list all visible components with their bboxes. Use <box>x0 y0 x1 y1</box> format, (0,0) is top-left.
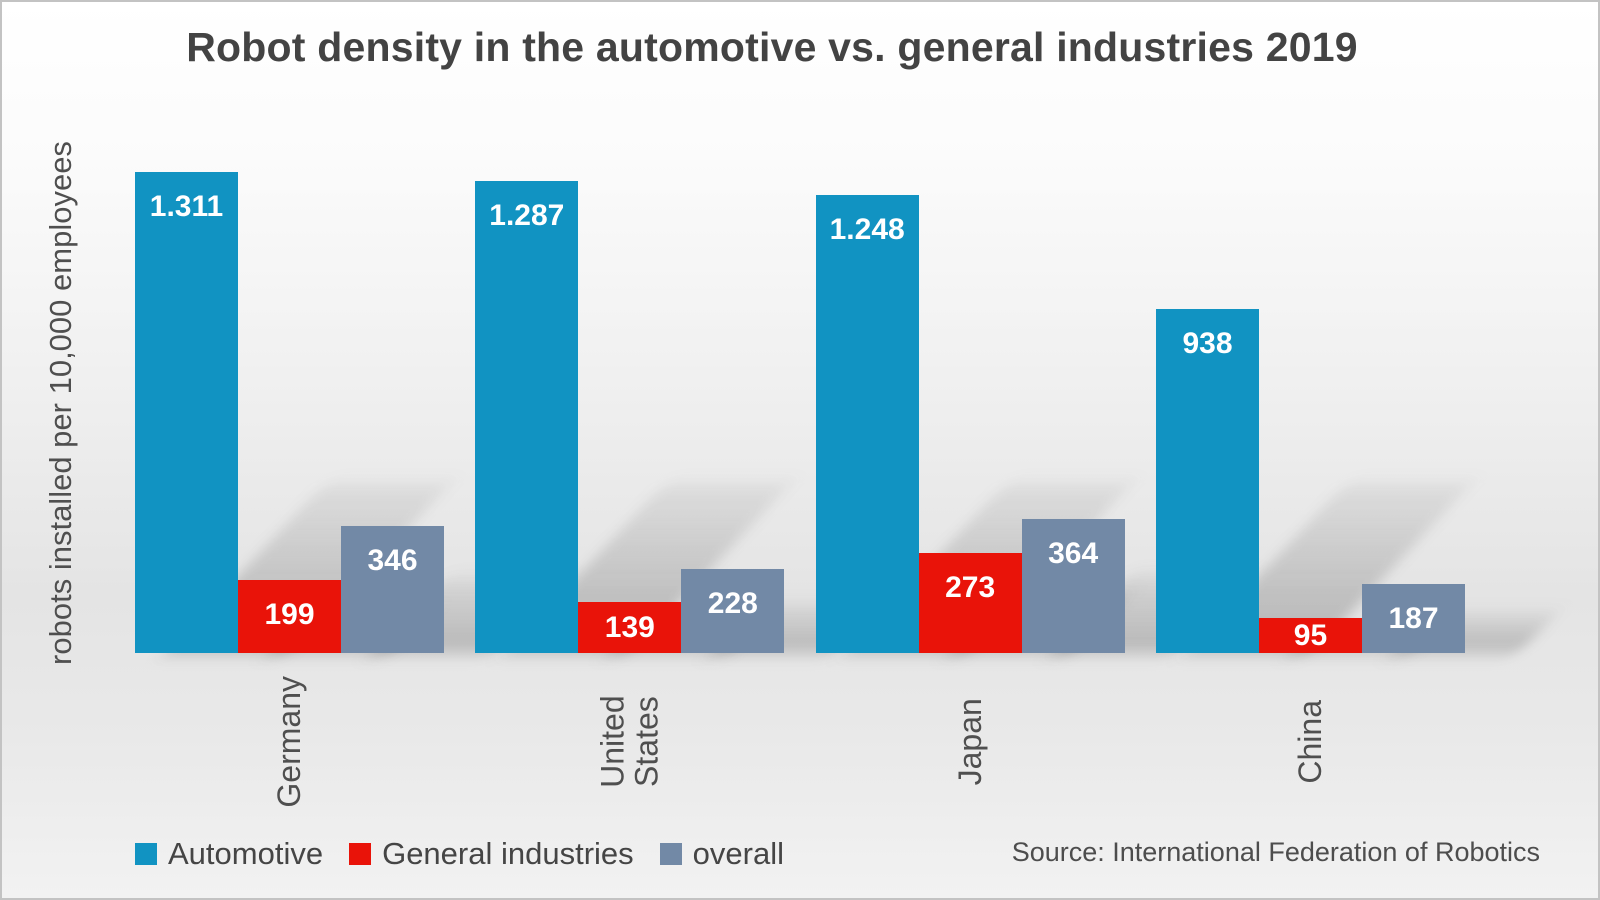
bar-overall-united-states: 228 <box>681 569 885 653</box>
bar-automotive-japan: 1.248 <box>815 195 1131 653</box>
bar-value-label: 1.248 <box>829 213 905 246</box>
bar-rect <box>135 172 238 653</box>
bar-value-label: 139 <box>604 610 655 644</box>
legend-item-general-industries: General industries <box>349 836 634 872</box>
bar-value-label: 199 <box>264 598 315 631</box>
x-axis-label-text: China <box>1291 700 1328 784</box>
x-axis-label-japan: Japan <box>816 653 1125 831</box>
bar-rect <box>815 195 919 653</box>
bar-rect <box>918 553 1022 653</box>
bar-rect <box>1361 584 1465 653</box>
bar-rect <box>341 526 444 653</box>
bar-overall-germany: 346 <box>341 526 569 653</box>
legend-swatch-icon <box>659 843 682 865</box>
bar-value-label: 95 <box>1293 618 1328 652</box>
bar-value-label: 1.287 <box>489 199 565 232</box>
bar-rect <box>1258 618 1362 653</box>
bar-general-industries-japan: 273 <box>918 553 1132 653</box>
bar-automotive-china: 938 <box>1155 309 1472 653</box>
legend-item-automotive: Automotive <box>135 836 323 872</box>
x-axis-label-text: Japan <box>951 698 988 786</box>
bar-value-label: 228 <box>707 587 758 620</box>
bar-group-united-states: 1.287 139 228 United States <box>475 152 885 788</box>
bar-group-china: 938 95 187 China <box>1155 152 1557 784</box>
bar-overall-japan: 364 <box>1021 519 1253 653</box>
legend-swatch-icon <box>135 843 157 865</box>
legend-item-overall: overall <box>659 836 784 872</box>
legend-label: General industries <box>382 836 634 871</box>
source-attribution: Source: International Federation of Robo… <box>1011 837 1540 867</box>
x-axis-label-germany: Germany <box>135 653 444 831</box>
bar-automotive-united-states: 1.287 <box>475 181 791 653</box>
bar-rect <box>681 569 785 653</box>
x-axis-label-text: Germany <box>270 676 307 808</box>
x-axis-label-china: China <box>1156 653 1465 831</box>
bar-rect <box>238 580 341 653</box>
bar-value-label: 346 <box>367 544 418 577</box>
chart-title: Robot density in the automotive vs. gene… <box>186 24 1358 70</box>
bar-value-label: 273 <box>945 571 996 604</box>
bar-value-label: 364 <box>1048 537 1099 570</box>
bar-general-industries-germany: 199 <box>238 580 436 653</box>
bar-rect <box>1021 519 1125 653</box>
bar-value-label: 938 <box>1182 327 1233 360</box>
y-axis-title: robots installed per 10,000 employees <box>28 97 94 709</box>
plot-area: 1.311 199 346 Germany 1.287 139 228 United Stat… <box>135 152 1557 808</box>
bar-general-industries-china: 95 <box>1258 618 1436 653</box>
bar-automotive-germany: 1.311 <box>135 172 451 653</box>
bar-value-label: 1.311 <box>149 190 224 223</box>
legend: Automotive General industries overall <box>135 836 784 872</box>
bar-rect <box>475 181 579 653</box>
x-axis-label-united-states: United States <box>475 653 784 831</box>
bar-group-japan: 1.248 273 364 Japan <box>815 152 1253 786</box>
bar-overall-china: 187 <box>1361 584 1557 653</box>
bar-rect <box>1155 309 1259 653</box>
bar-group-germany: 1.311 199 346 Germany <box>135 152 569 808</box>
bar-general-industries-united-states: 139 <box>578 602 764 653</box>
x-axis-label-text: United States <box>594 695 664 789</box>
bar-value-label: 187 <box>1388 602 1439 635</box>
bar-rect <box>578 602 682 653</box>
y-axis-title-text: robots installed per 10,000 employees <box>43 141 79 665</box>
legend-swatch-icon <box>349 843 372 865</box>
legend-label: overall <box>692 836 784 871</box>
legend-label: Automotive <box>168 836 324 871</box>
